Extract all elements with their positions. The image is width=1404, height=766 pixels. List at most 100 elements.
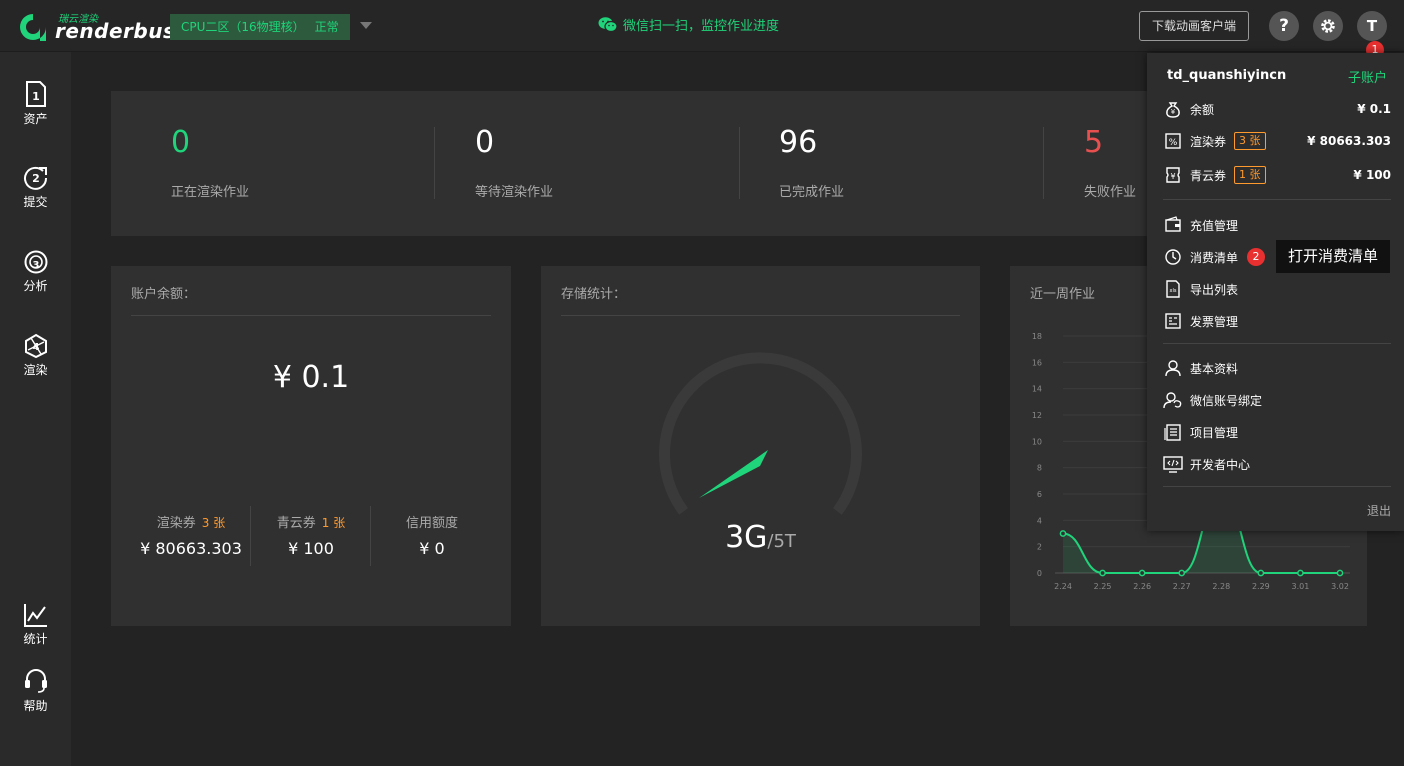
- menu-item-profile[interactable]: 基本资料: [1163, 356, 1391, 380]
- y-tick-label: 2: [1037, 543, 1042, 552]
- stat-value: 96: [779, 125, 818, 160]
- svg-text:xls: xls: [1170, 288, 1177, 294]
- asset-icon: 1: [25, 81, 46, 107]
- stat-value: 5: [1084, 125, 1104, 160]
- clock-icon: [1163, 247, 1183, 267]
- gear-icon[interactable]: [1313, 11, 1343, 41]
- storage-gauge: [659, 352, 862, 515]
- step-badge: 2: [1247, 248, 1266, 266]
- chevron-down-icon[interactable]: [360, 22, 372, 29]
- svg-text:%: %: [1169, 138, 1178, 148]
- sidebar-item-render[interactable]: 4 渲染: [0, 333, 71, 378]
- x-tick-label: 2.26: [1133, 582, 1151, 591]
- render-coupon-row[interactable]: % 渲染券 3 张 ¥ 80663.303: [1163, 129, 1391, 153]
- stat-value: 0: [475, 125, 495, 160]
- render-icon: 4: [24, 333, 47, 359]
- completed-jobs-stat[interactable]: 96 已完成作业: [779, 91, 1019, 236]
- sidebar-item-stats[interactable]: 统计: [0, 602, 71, 647]
- help-headset-icon: [24, 669, 47, 693]
- sidebar-item-label: 分析: [23, 279, 48, 293]
- sidebar-item-asset[interactable]: 1 资产: [0, 80, 71, 127]
- menu-item-invoice[interactable]: 发票管理: [1163, 309, 1391, 333]
- renderbus-logo[interactable]: 瑞云渲染 renderbus: [18, 9, 175, 45]
- zone-status: 正常: [314, 20, 339, 34]
- zone-label: CPU二区（16物理核）: [181, 20, 305, 34]
- sub-label: 青云券: [276, 516, 316, 531]
- failed-jobs-stat[interactable]: 5 失败作业: [1084, 91, 1164, 236]
- row-amount: ¥ 0.1: [1357, 102, 1391, 116]
- render-coupon-summary[interactable]: 渲染券 3 张 ¥ 80663.303: [131, 512, 251, 558]
- menu-item-export[interactable]: xls 导出列表: [1163, 277, 1391, 301]
- sidebar-item-analyze[interactable]: 3 分析: [0, 249, 71, 294]
- logo-mark-icon: [20, 14, 46, 41]
- divider: [250, 506, 251, 566]
- divider: [1163, 199, 1391, 200]
- y-tick-label: 14: [1032, 385, 1042, 394]
- qingyun-coupon-summary[interactable]: 青云券 1 张 ¥ 100: [251, 512, 371, 558]
- sub-count: 1 张: [321, 516, 346, 530]
- rendering-jobs-stat[interactable]: 0 正在渲染作业: [171, 91, 411, 236]
- balance-row[interactable]: ¥ 余额 ¥ 0.1: [1163, 97, 1391, 121]
- menu-item-projects[interactable]: 项目管理: [1163, 420, 1391, 444]
- stat-value: 0: [171, 125, 191, 160]
- qingyun-coupon-row[interactable]: ¥ 青云券 1 张 ¥ 100: [1163, 163, 1391, 187]
- sub-account-link[interactable]: 子账户: [1347, 71, 1387, 86]
- download-client-button[interactable]: 下载动画客户端: [1139, 11, 1249, 41]
- export-xls-icon: xls: [1163, 279, 1183, 299]
- help-icon[interactable]: ?: [1269, 11, 1299, 41]
- sub-value: ¥ 80663.303: [140, 539, 242, 558]
- logout-button[interactable]: 退出: [1366, 504, 1391, 518]
- coupon-count-tag: 1 张: [1234, 166, 1266, 184]
- data-point: [1059, 530, 1067, 537]
- stat-label: 失败作业: [1084, 185, 1137, 200]
- avatar[interactable]: T: [1357, 11, 1387, 41]
- menu-item-recharge[interactable]: 充值管理: [1163, 213, 1391, 237]
- credit-limit-summary[interactable]: 信用额度 ¥ 0: [372, 512, 492, 558]
- sub-value: ¥ 100: [288, 539, 334, 558]
- wallet-icon: [1163, 215, 1183, 235]
- menu-label: 微信账号绑定: [1190, 393, 1263, 408]
- x-tick-label: 2.28: [1212, 582, 1230, 591]
- analyze-icon: 3: [24, 250, 47, 274]
- divider: [739, 127, 740, 199]
- stat-label: 已完成作业: [779, 185, 845, 200]
- wechat-monitor-link[interactable]: 微信扫一扫，监控作业进度: [598, 15, 779, 34]
- y-tick-label: 4: [1037, 516, 1042, 525]
- storage-usage: 3G/5T: [541, 520, 980, 555]
- svg-text:¥: ¥: [1171, 108, 1176, 116]
- divider: [370, 506, 371, 566]
- x-tick-label: 2.27: [1173, 582, 1191, 591]
- gear-glyph: [1321, 19, 1335, 33]
- svg-text:1: 1: [32, 90, 40, 103]
- menu-item-consumption[interactable]: 消费清单 2: [1163, 245, 1391, 269]
- menu-label: 消费清单: [1190, 250, 1239, 265]
- data-point: [1178, 569, 1186, 577]
- data-point: [1336, 569, 1344, 577]
- menu-item-wechat-bind[interactable]: 微信账号绑定: [1163, 388, 1391, 412]
- waiting-jobs-stat[interactable]: 0 等待渲染作业: [475, 91, 715, 236]
- project-icon: [1163, 422, 1183, 442]
- sidebar-item-label: 渲染: [23, 363, 48, 377]
- logo-small-text: 瑞云渲染: [58, 14, 98, 25]
- sub-count: 3 张: [201, 516, 226, 530]
- sidebar-item-help[interactable]: 帮助: [0, 667, 71, 714]
- storage-total: /5T: [767, 531, 796, 552]
- stat-label: 等待渲染作业: [475, 185, 554, 200]
- storage-used: 3G: [725, 520, 768, 555]
- svg-text:4: 4: [32, 342, 39, 353]
- data-point: [1257, 569, 1265, 577]
- user-icon: [1163, 358, 1183, 378]
- consumption-tooltip: 打开消费清单: [1276, 240, 1390, 273]
- x-tick-label: 2.29: [1252, 582, 1270, 591]
- sidebar-item-submit[interactable]: 2 提交: [0, 165, 71, 210]
- menu-item-developer[interactable]: 开发者中心: [1163, 452, 1391, 476]
- username: td_quanshiyincn: [1167, 68, 1287, 83]
- y-tick-label: 10: [1032, 437, 1042, 446]
- zone-selector[interactable]: CPU二区（16物理核） 正常: [170, 14, 350, 40]
- row-label: 渲染券: [1190, 134, 1227, 149]
- sidebar: 1 资产 2 提交 3 分析 4 渲染 统计: [0, 52, 71, 766]
- invoice-icon: [1163, 311, 1183, 331]
- job-stats-panel: 0 正在渲染作业 0 等待渲染作业 96 已完成作业 5 失败作业: [111, 91, 1171, 236]
- row-label: 青云券: [1190, 168, 1227, 183]
- row-amount: ¥ 80663.303: [1307, 134, 1391, 148]
